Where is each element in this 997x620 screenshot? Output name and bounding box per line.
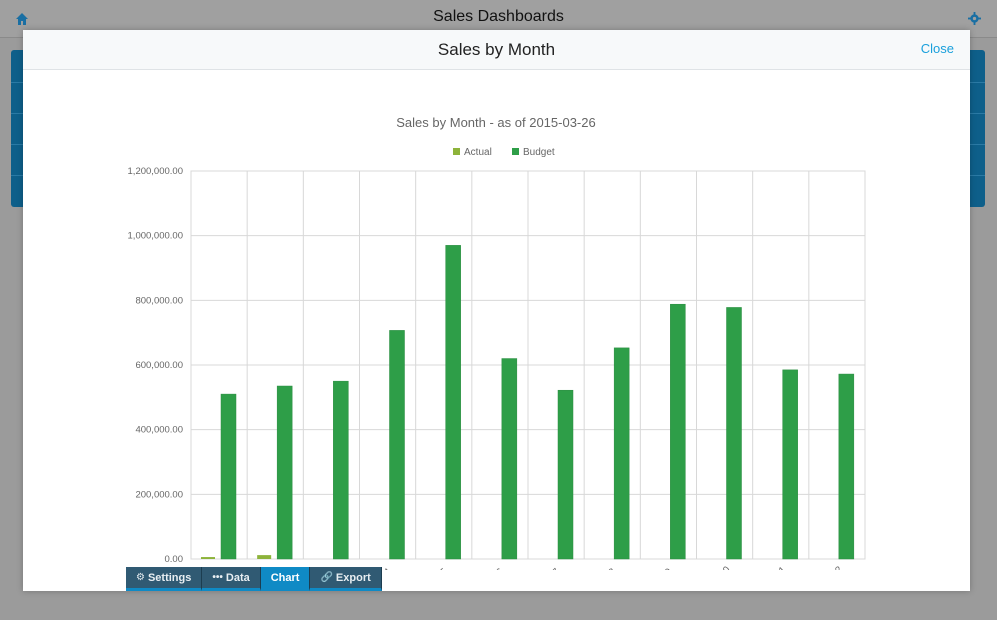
bar-budget-3 <box>333 380 349 560</box>
bar-budget-12 <box>838 373 855 560</box>
dots-icon: ••• <box>212 572 223 583</box>
bar-actual-2 <box>257 555 272 559</box>
home-icon[interactable] <box>15 12 29 26</box>
x-tick-label: 4 <box>382 566 394 570</box>
bar-budget-4 <box>389 330 405 560</box>
x-tick-label: 10 <box>717 564 733 570</box>
chart-title: Sales by Month - as of 2015-03-26 <box>396 115 595 130</box>
bar-budget-11 <box>782 369 798 560</box>
legend-label-actual: Actual <box>464 147 492 158</box>
export-tab-label: Export <box>335 571 371 584</box>
gear-icon: ⚙ <box>136 572 145 583</box>
bar-budget-10 <box>726 307 742 560</box>
y-tick-label: 1,000,000.00 <box>128 231 183 242</box>
x-tick-label: 5 <box>438 566 450 570</box>
x-tick-label: 6 <box>494 566 506 570</box>
bar-budget-7 <box>557 389 574 560</box>
gear-icon[interactable] <box>968 12 981 25</box>
legend-swatch-budget <box>512 148 519 155</box>
y-tick-label: 600,000.00 <box>135 360 183 371</box>
y-tick-label: 800,000.00 <box>135 295 183 306</box>
bar-budget-8 <box>613 347 630 560</box>
close-button[interactable]: Close <box>920 41 954 56</box>
data-tab-label: Data <box>225 571 250 584</box>
settings-tab[interactable]: ⚙ Settings <box>126 567 203 591</box>
bar-budget-2 <box>276 385 293 560</box>
legend-swatch-actual <box>453 148 460 155</box>
settings-tab-label: Settings <box>147 571 192 584</box>
x-tick-label: 7 <box>551 566 563 570</box>
chart-tab[interactable]: Chart <box>260 567 311 591</box>
dialog-header: Sales by Month Close <box>23 30 970 70</box>
bar-budget-9 <box>670 303 686 560</box>
y-tick-label: 0.00 <box>165 554 184 565</box>
x-tick-label: 11 <box>774 564 789 570</box>
view-toolbar: ⚙ Settings ••• Data Chart 🔗 Export <box>126 567 382 591</box>
bar-budget-6 <box>501 358 518 560</box>
bar-budget-1 <box>220 393 237 560</box>
x-tick-label: 9 <box>663 566 675 570</box>
chart-area: Sales by Month - as of 2015-03-26 Actual B… <box>23 70 970 595</box>
chart-dialog: Sales by Month Close Sales by Month - as… <box>23 30 970 591</box>
link-icon: 🔗 <box>320 572 333 583</box>
bar-actual-1 <box>201 557 215 559</box>
bar-budget-5 <box>445 245 461 560</box>
dialog-title: Sales by Month <box>437 40 556 59</box>
y-tick-label: 200,000.00 <box>135 489 183 500</box>
legend-label-budget: Budget <box>523 147 555 158</box>
y-tick-label: 1,200,000.00 <box>128 166 183 177</box>
sales-chart: Sales by Month - as of 2015-03-26 Actual B… <box>128 115 866 570</box>
x-tick-label: 8 <box>607 566 619 570</box>
data-tab[interactable]: ••• Data <box>202 567 261 591</box>
app-title: Sales Dashboards <box>433 8 564 25</box>
chart-tab-label: Chart <box>270 571 300 584</box>
y-tick-label: 400,000.00 <box>135 425 183 436</box>
export-tab[interactable]: 🔗 Export <box>310 567 382 591</box>
x-tick-label: 12 <box>829 564 845 570</box>
